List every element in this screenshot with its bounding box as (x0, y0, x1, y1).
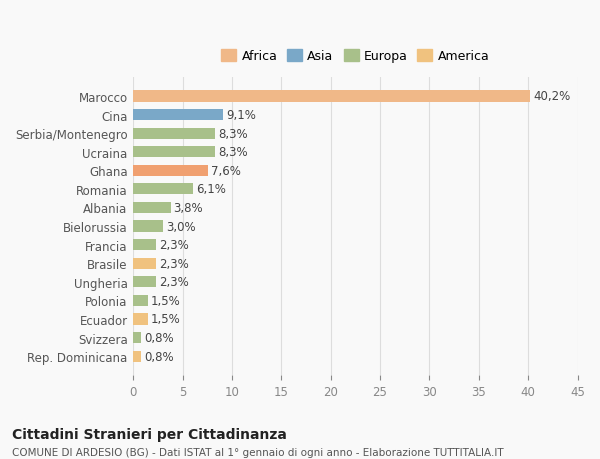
Text: 40,2%: 40,2% (533, 90, 571, 103)
Text: 0,8%: 0,8% (144, 331, 173, 344)
Text: 8,3%: 8,3% (218, 127, 248, 140)
Bar (133, 332, 141, 343)
Bar (133, 313, 148, 325)
Text: 2,3%: 2,3% (159, 239, 188, 252)
Text: 2,3%: 2,3% (159, 276, 188, 289)
Bar (133, 91, 530, 102)
Bar (133, 240, 156, 251)
Text: 9,1%: 9,1% (226, 109, 256, 122)
Text: 7,6%: 7,6% (211, 164, 241, 177)
Text: 3,0%: 3,0% (166, 220, 196, 233)
Text: 2,3%: 2,3% (159, 257, 188, 270)
Bar (133, 128, 215, 140)
Text: Cittadini Stranieri per Cittadinanza: Cittadini Stranieri per Cittadinanza (12, 427, 287, 441)
Bar (133, 202, 171, 213)
Bar (133, 295, 148, 306)
Text: COMUNE DI ARDESIO (BG) - Dati ISTAT al 1° gennaio di ogni anno - Elaborazione TU: COMUNE DI ARDESIO (BG) - Dati ISTAT al 1… (12, 447, 503, 457)
Bar (133, 351, 141, 362)
Text: 3,8%: 3,8% (173, 202, 203, 214)
Text: 0,8%: 0,8% (144, 350, 173, 363)
Text: 1,5%: 1,5% (151, 294, 181, 307)
Bar (133, 184, 193, 195)
Bar (133, 165, 208, 176)
Text: 8,3%: 8,3% (218, 146, 248, 159)
Bar (133, 221, 163, 232)
Bar (133, 277, 156, 288)
Text: 6,1%: 6,1% (196, 183, 226, 196)
Legend: Africa, Asia, Europa, America: Africa, Asia, Europa, America (217, 45, 494, 68)
Bar (133, 147, 215, 158)
Text: 1,5%: 1,5% (151, 313, 181, 326)
Bar (133, 258, 156, 269)
Bar (133, 110, 223, 121)
